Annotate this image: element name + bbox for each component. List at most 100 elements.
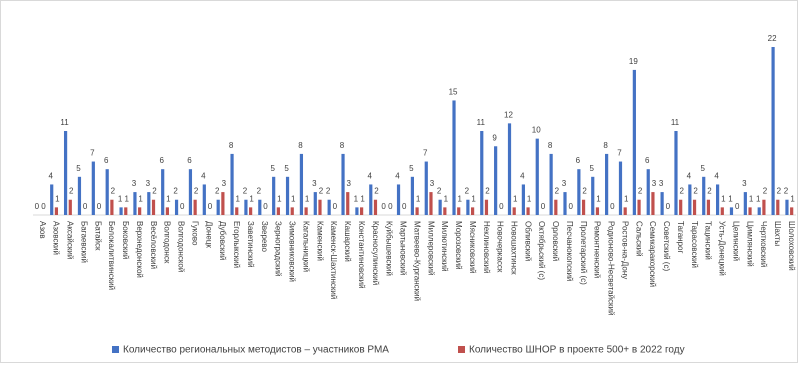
data-label: 2	[784, 187, 789, 196]
data-label: 0	[97, 202, 102, 211]
bar	[151, 199, 156, 215]
data-label: 1	[360, 194, 365, 203]
data-label: 1	[790, 194, 795, 203]
data-label: 1	[118, 194, 123, 203]
bar	[785, 199, 789, 215]
x-tick-label: Таганрог	[676, 221, 685, 253]
bar	[494, 146, 498, 215]
data-label: 2	[319, 187, 324, 196]
data-label: 3	[562, 179, 567, 188]
data-label: 5	[76, 164, 81, 173]
bar	[470, 207, 475, 215]
data-label: 2	[707, 187, 712, 196]
bar	[702, 176, 706, 215]
data-label: 2	[693, 187, 698, 196]
bar	[757, 207, 761, 215]
x-tick-label: Песчанокопский	[565, 221, 574, 281]
bar	[63, 131, 68, 215]
bar	[373, 199, 378, 215]
bar	[299, 153, 304, 215]
bar	[230, 153, 234, 215]
x-tick-label: Мартыновский	[399, 221, 408, 275]
data-label: 1	[513, 194, 518, 203]
x-tick-label: Милютинский	[440, 221, 449, 272]
x-tick-label: Новочеркасск	[496, 221, 505, 273]
bar	[285, 176, 290, 215]
data-label: 9	[492, 133, 497, 142]
data-label: 1	[721, 194, 726, 203]
data-label: 1	[596, 194, 601, 203]
x-tick-label: Дубовский	[218, 221, 227, 260]
x-tick-label: Каменский	[315, 221, 324, 261]
bar	[369, 184, 373, 215]
bar	[304, 207, 308, 215]
bar	[50, 184, 54, 215]
data-label: 1	[236, 194, 241, 203]
data-label: 1	[138, 194, 143, 203]
data-label: 2	[437, 187, 442, 196]
bar	[124, 207, 128, 215]
x-tick-label: Красносулинский	[371, 221, 380, 285]
x-tick-label: Боковский	[121, 221, 130, 259]
data-label: 3	[659, 179, 664, 188]
data-label: 4	[201, 171, 206, 180]
data-label: 2	[173, 187, 178, 196]
bar	[706, 199, 711, 215]
bar	[595, 207, 600, 215]
data-label: 1	[166, 194, 171, 203]
bar	[161, 169, 165, 215]
data-label: 5	[409, 164, 414, 173]
x-tick-label: Миллеровский	[426, 221, 435, 275]
data-label: 3	[430, 179, 435, 188]
bar	[466, 199, 470, 215]
data-label: 19	[629, 57, 638, 66]
data-label: 1	[354, 194, 359, 203]
bar	[591, 176, 595, 215]
data-label: 4	[520, 171, 525, 180]
data-label: 4	[368, 171, 373, 180]
data-label: 11	[671, 118, 680, 127]
x-tick-label: Куйбышевский	[385, 221, 394, 276]
bar	[174, 199, 179, 215]
data-label: 12	[504, 110, 513, 119]
x-tick-label: Кашарский	[343, 221, 352, 262]
data-label: 3	[347, 179, 352, 188]
x-tick-label: Зимовниковский	[288, 221, 297, 282]
bar	[771, 47, 775, 215]
x-tick-label: Шахты	[773, 221, 782, 246]
data-label: 2	[194, 187, 199, 196]
data-label: 2	[111, 187, 116, 196]
bar	[318, 199, 322, 215]
data-label: 3	[652, 179, 657, 188]
data-label: 1	[249, 194, 254, 203]
bar	[341, 153, 345, 215]
data-label: 0	[83, 202, 88, 211]
data-label: 0	[263, 202, 268, 211]
bar	[577, 169, 581, 215]
data-label: 2	[638, 187, 643, 196]
data-label: 3	[312, 179, 317, 188]
bar	[688, 184, 692, 215]
x-tick-label: Обливский	[523, 221, 532, 261]
data-label: 5	[590, 164, 595, 173]
data-label: 1	[444, 194, 449, 203]
bar	[258, 199, 262, 215]
data-label: 6	[104, 156, 109, 165]
data-label: 2	[485, 187, 490, 196]
bar	[415, 207, 419, 215]
bar	[272, 176, 276, 215]
data-label: 8	[229, 141, 234, 150]
data-label: 0	[180, 202, 185, 211]
bar	[193, 199, 197, 215]
data-label: 0	[333, 202, 338, 211]
bar	[346, 192, 350, 215]
x-tick-label: Гуково	[190, 221, 199, 246]
bar	[512, 207, 516, 215]
data-label: 7	[423, 149, 428, 158]
bar	[429, 192, 433, 215]
bar	[360, 207, 364, 215]
data-label: 5	[701, 164, 706, 173]
x-tick-label: Белокалитвинский	[107, 221, 116, 290]
